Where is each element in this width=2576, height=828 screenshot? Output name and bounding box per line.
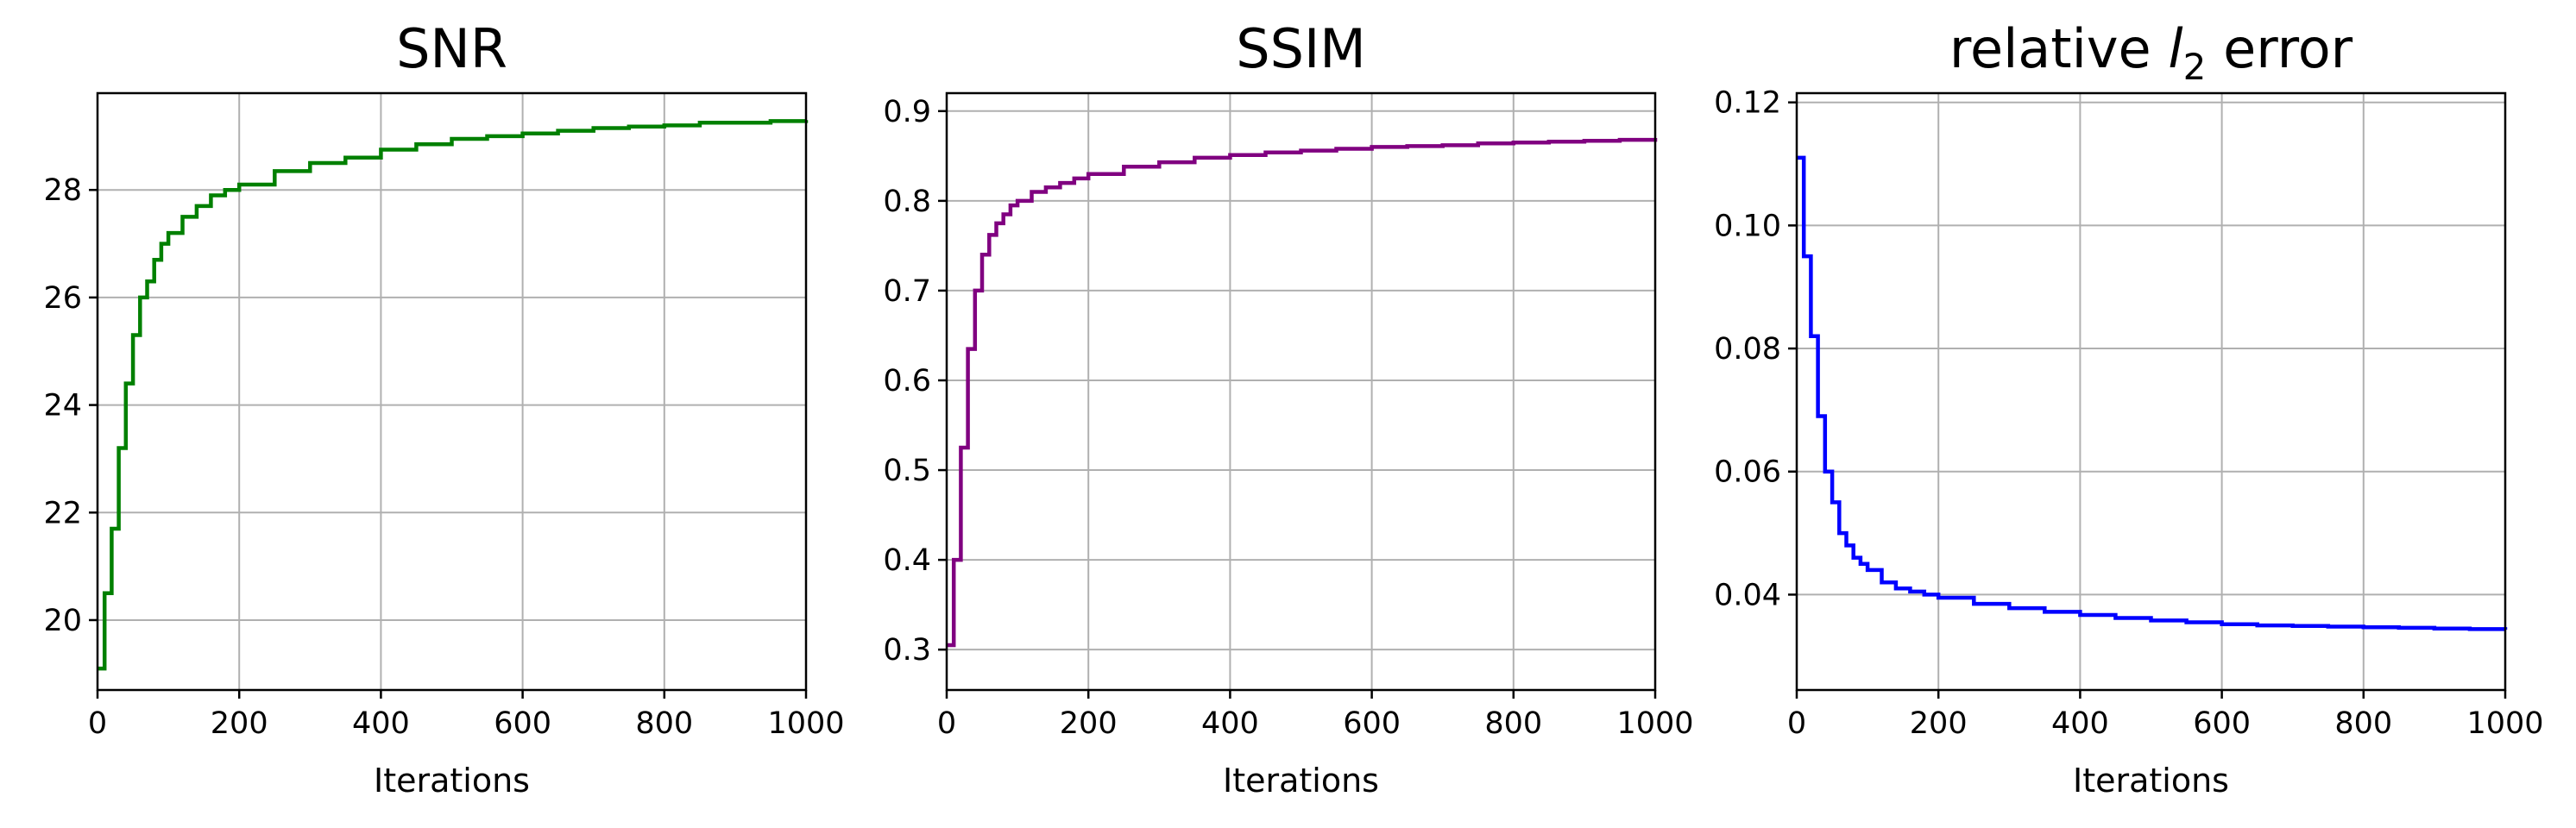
x-tick-label: 400: [1201, 706, 1259, 741]
x-tick-label: 200: [1910, 706, 1968, 741]
y-tick-label: 0.5: [883, 454, 931, 488]
x-tick-label: 600: [494, 706, 551, 741]
plot-frame: [1795, 91, 2507, 692]
y-tick-label: 0.12: [1714, 86, 1781, 121]
series-line: [98, 119, 809, 671]
chart-panel-3: 0 200 400 600 800 1000 0.04 0.06 0.08 0.10 0.12 Ite…: [1714, 17, 2543, 800]
chart-title: SSIM: [1236, 17, 1366, 80]
x-tick-label: 800: [2334, 706, 2392, 741]
x-tick-label: 1000: [767, 706, 844, 741]
y-tick-label: 22: [43, 496, 82, 530]
y-tick-label: 24: [43, 389, 82, 423]
chart-title: relative l2 error: [1949, 17, 2353, 88]
y-tick-label: 0.8: [883, 185, 931, 219]
chart-panel-1: 0 200 400 600 800 1000 20 22 24 26 28 Iterations SNR: [43, 17, 844, 800]
x-tick-label: 200: [1060, 706, 1118, 741]
y-tick-label: 0.06: [1714, 455, 1781, 490]
x-axis-label: Iterations: [1223, 762, 1379, 800]
x-axis-label: Iterations: [374, 762, 530, 800]
x-axis-label: Iterations: [2073, 762, 2229, 800]
plot-frame: [945, 91, 1657, 692]
x-tick-label: 1000: [1616, 706, 1693, 741]
y-tick-label: 0.04: [1714, 578, 1781, 612]
y-tick-label: 0.4: [883, 543, 931, 578]
series-line: [947, 137, 1658, 648]
y-tick-label: 0.6: [883, 364, 931, 398]
plot-frame: [96, 91, 808, 692]
y-tick-label: 0.7: [883, 274, 931, 309]
y-tick-label: 28: [43, 173, 82, 208]
x-tick-label: 800: [635, 706, 693, 741]
x-tick-label: 400: [2051, 706, 2109, 741]
y-tick-label: 0.10: [1714, 209, 1781, 243]
chart-title: SNR: [396, 17, 507, 80]
x-tick-label: 600: [1343, 706, 1401, 741]
x-tick-label: 0: [1787, 706, 1806, 741]
series-line: [1797, 155, 2508, 631]
y-tick-label: 0.3: [883, 633, 931, 668]
y-tick-label: 0.9: [883, 95, 931, 129]
x-tick-label: 400: [352, 706, 410, 741]
x-tick-label: 1000: [2466, 706, 2543, 741]
x-tick-label: 800: [1484, 706, 1542, 741]
x-tick-label: 0: [88, 706, 107, 741]
x-tick-label: 200: [211, 706, 268, 741]
y-tick-label: 26: [43, 281, 82, 316]
chart-panel-2: 0 200 400 600 800 1000 0.3 0.4 0.5 0.6 0.7 0.8 0.9 It…: [883, 17, 1693, 800]
y-tick-label: 20: [43, 604, 82, 638]
x-tick-label: 0: [937, 706, 956, 741]
y-tick-label: 0.08: [1714, 332, 1781, 367]
x-tick-label: 600: [2193, 706, 2251, 741]
